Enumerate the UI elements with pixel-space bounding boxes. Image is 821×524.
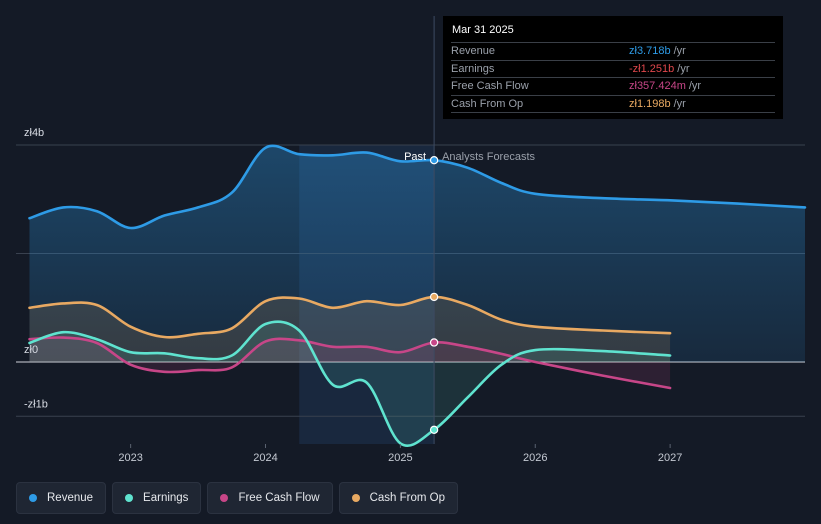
tooltip-value: zł1.198b <box>629 97 671 110</box>
revenue-point <box>429 155 439 165</box>
legend-label: Earnings <box>143 492 189 504</box>
cash-from-op-dot-icon <box>351 494 360 502</box>
cash-from-op-line <box>28 295 672 339</box>
tooltip-unit: /yr <box>673 45 686 58</box>
legend-label: Revenue <box>47 492 94 504</box>
tooltip-label: Free Cash Flow <box>451 80 529 93</box>
tooltip-label: Cash From Op <box>451 97 524 110</box>
x-tick-label: 2024 <box>253 452 277 464</box>
cash-from-op-point <box>429 292 439 302</box>
earnings-line <box>28 320 672 447</box>
tooltip-value: zł3.718b <box>629 45 671 58</box>
highlight-points <box>429 155 439 435</box>
cash-from-op-area <box>29 296 671 362</box>
free-cash-flow-dot-icon <box>220 494 229 502</box>
chart-legend: Revenue Earnings Free Cash Flow Cash Fro… <box>16 482 459 514</box>
tooltip-row-cash-from-op: Cash From Op zł1.198b /yr <box>451 94 775 113</box>
tooltip-unit: /yr <box>673 97 686 110</box>
tooltip-value: -zł1.251b <box>629 62 675 75</box>
x-tick-label: 2025 <box>388 452 412 464</box>
series-areas <box>29 145 805 446</box>
tooltip-label: Earnings <box>451 62 495 75</box>
x-tick-label: 2026 <box>523 452 547 464</box>
earnings-point <box>429 425 439 435</box>
legend-label: Cash From Op <box>369 492 446 504</box>
tooltip-date: Mar 31 2025 <box>452 24 514 36</box>
data-tooltip: Mar 31 2025 Revenue zł3.718b /yr Earning… <box>443 16 783 119</box>
y-tick-label: zł0 <box>24 344 38 356</box>
y-tick-label: -zł1b <box>24 398 48 410</box>
free-cash-flow-line <box>28 336 672 390</box>
revenue-dot-icon <box>29 494 37 502</box>
legend-item-free-cash-flow[interactable]: Free Cash Flow <box>207 482 333 514</box>
financial-chart: -zł1b zł0 zł4b 2023 2024 2025 2026 2027 Past A… <box>16 16 807 464</box>
tooltip-unit: /yr <box>688 80 702 93</box>
x-axis-labels: 2023 2024 2025 2026 2027 <box>118 444 682 464</box>
forecast-marker: Analysts Forecasts <box>442 151 535 163</box>
tooltip-row-earnings: Earnings -zł1.251b /yr <box>451 59 775 78</box>
earnings-dot-icon <box>125 494 134 502</box>
y-axis-labels: -zł1b zł0 zł4b <box>24 127 48 410</box>
x-tick-label: 2023 <box>118 452 142 464</box>
tooltip-value: zł357.424m <box>629 80 686 93</box>
legend-label: Free Cash Flow <box>238 492 320 504</box>
past-marker: Past <box>404 151 426 163</box>
legend-item-earnings[interactable]: Earnings <box>112 482 202 514</box>
legend-item-cash-from-op[interactable]: Cash From Op <box>338 482 459 514</box>
revenue-line <box>28 144 807 230</box>
tooltip-label: Revenue <box>451 45 496 58</box>
tooltip-row-revenue: Revenue zł3.718b /yr <box>451 42 775 60</box>
series-lines <box>28 144 807 447</box>
y-tick-label: zł4b <box>24 127 44 139</box>
legend-item-revenue[interactable]: Revenue <box>16 482 107 514</box>
free-cash-flow-point <box>429 338 439 347</box>
x-tick-label: 2027 <box>658 452 682 464</box>
tooltip-row-free-cash-flow: Free Cash Flow zł357.424m /yr <box>451 77 775 95</box>
tooltip-unit: /yr <box>677 62 690 75</box>
